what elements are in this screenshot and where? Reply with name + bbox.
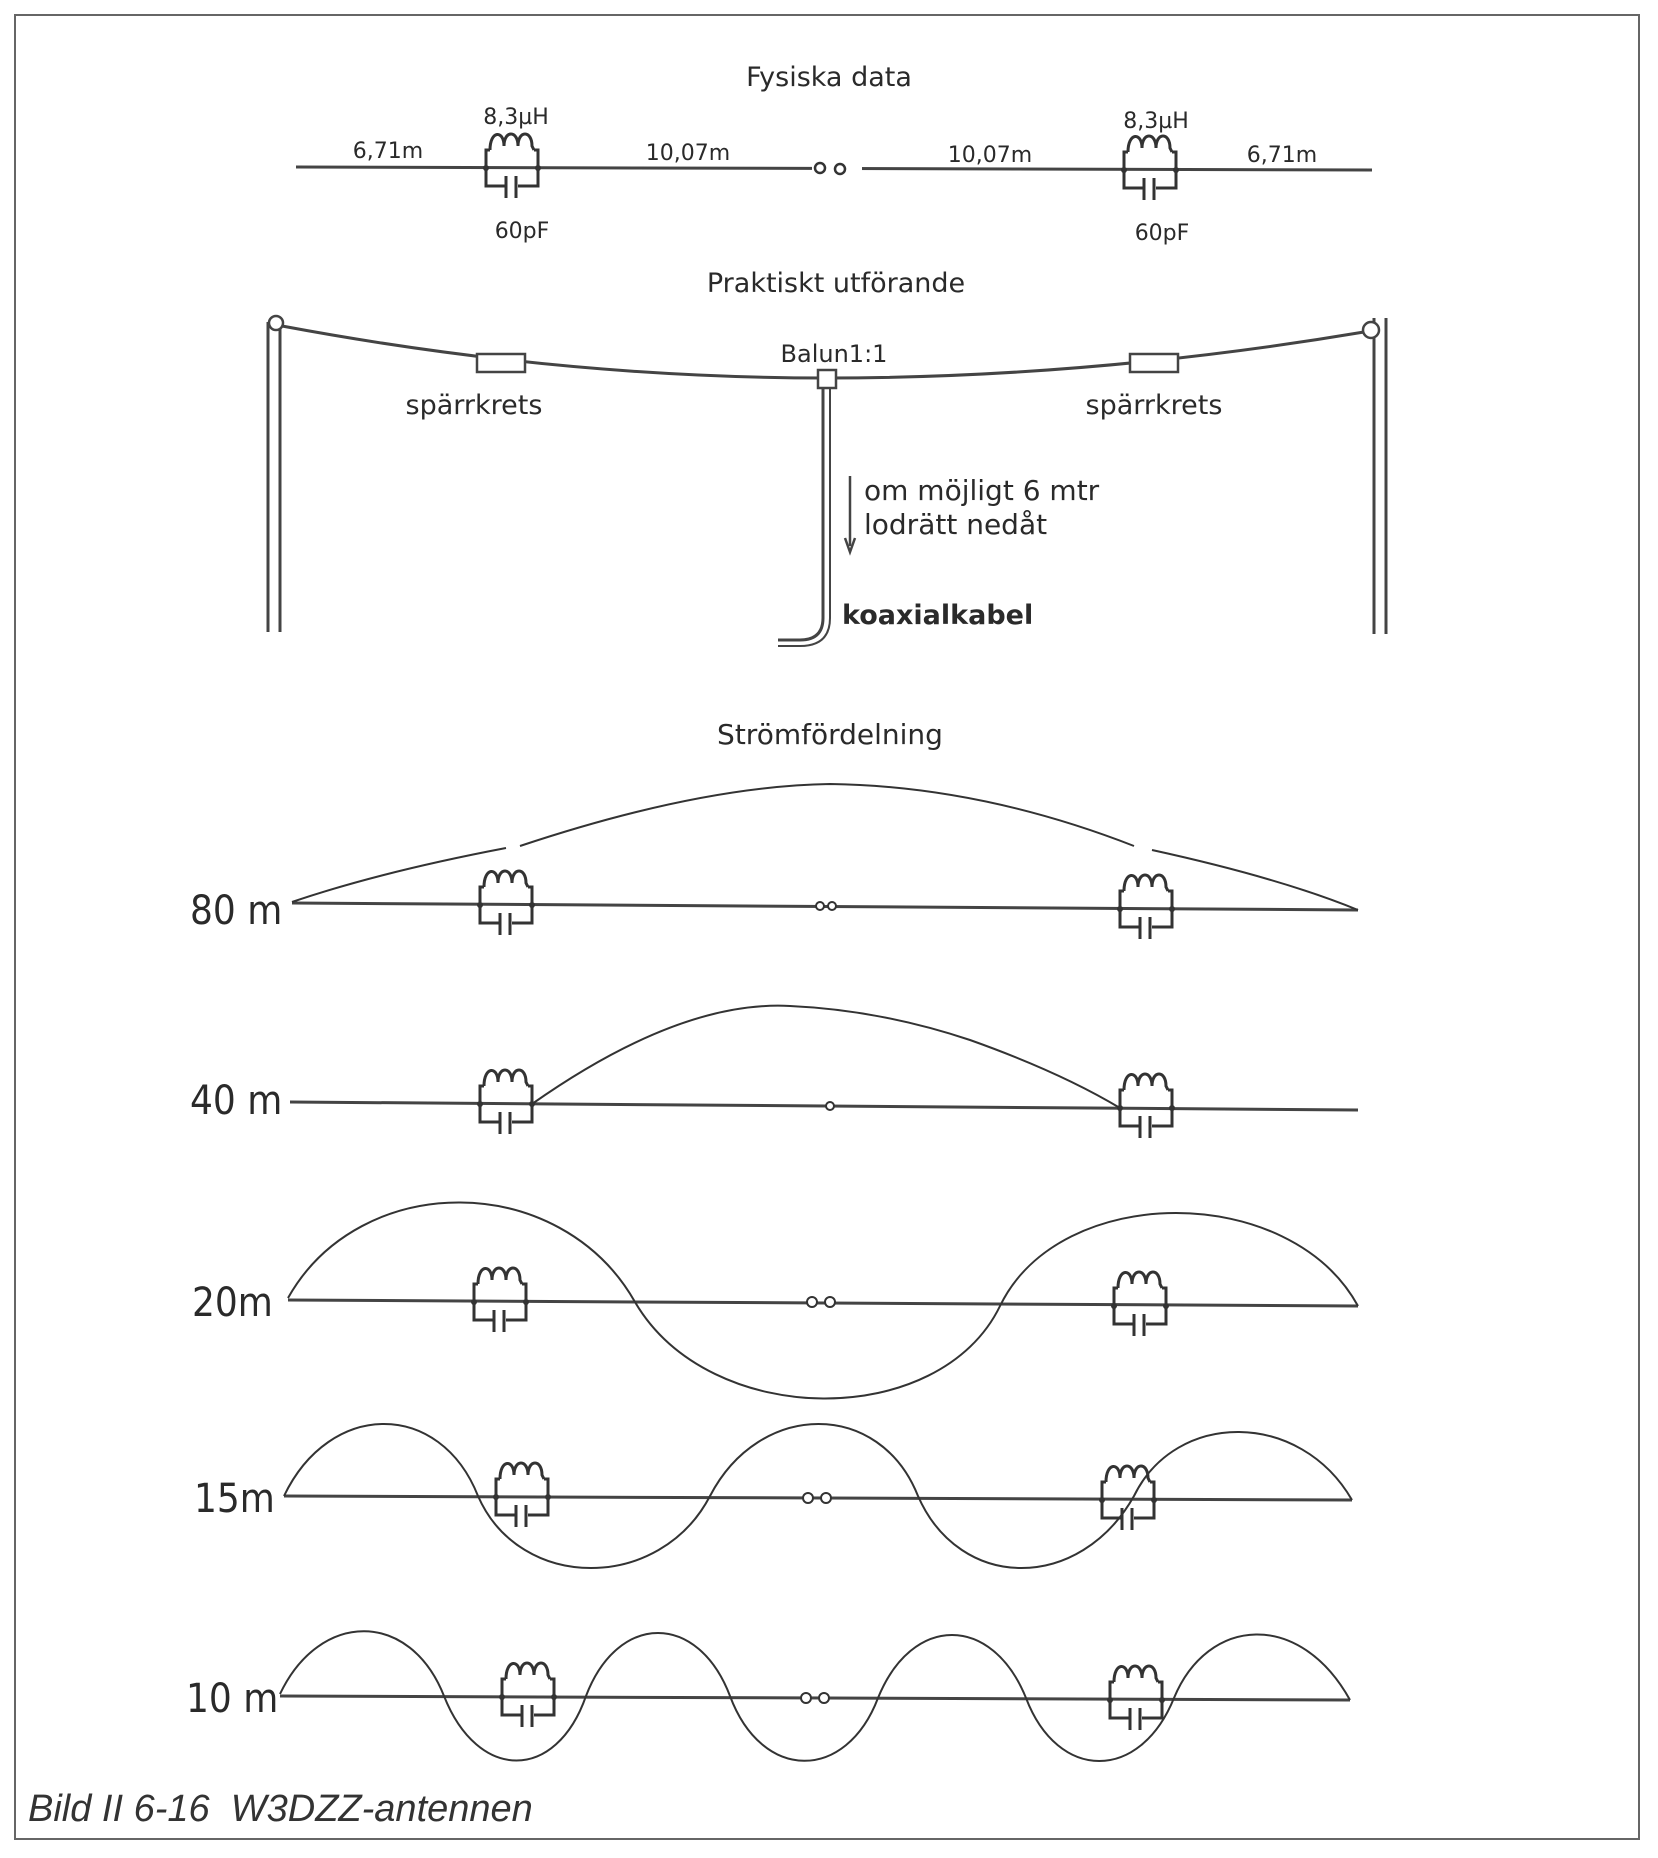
outer-left-length: 6,71m (353, 139, 423, 164)
dipole-wire (289, 1100, 1359, 1112)
figure-caption: Bild II 6-16 W3DZZ-antennen (28, 1788, 533, 1831)
figure-number: Bild II 6-16 (28, 1788, 210, 1830)
current-distribution-section: Strömfördelning 80 m 40 m 20m (186, 718, 1359, 1762)
inner-left-length: 10,07m (646, 141, 730, 166)
band-15m: 15m (194, 1423, 1353, 1569)
balun-label: Balun1:1 (781, 340, 888, 368)
figure-title: W3DZZ-antennen (230, 1788, 533, 1830)
band-label: 15m (194, 1476, 275, 1522)
feed-point-left (813, 161, 827, 175)
insulator-left (267, 314, 285, 332)
trap-right-icon (1115, 1072, 1177, 1140)
trap-left-label: spärrkrets (406, 390, 543, 421)
current-title: Strömfördelning (717, 718, 943, 751)
dipole-wire (287, 1298, 1359, 1308)
coax-cable (778, 388, 825, 642)
practical-title: Praktiskt utförande (707, 268, 965, 299)
band-label: 40 m (190, 1078, 282, 1124)
feed-note-line2: lodrätt nedåt (864, 508, 1047, 541)
physical-data-title: Fysiska data (746, 62, 912, 93)
current-curve (291, 782, 1359, 911)
band-80m: 80 m (190, 782, 1359, 941)
practical-section: Praktiskt utförande spärrkrets spärrkret… (266, 268, 1388, 647)
insulator-right (1361, 320, 1381, 340)
capacitance-right: 60pF (1135, 221, 1190, 246)
trap-left-icon (497, 1661, 559, 1729)
band-10m: 10 m (186, 1630, 1351, 1762)
current-curve (279, 1630, 1351, 1762)
trap-right-label: spärrkrets (1086, 390, 1223, 421)
mast-right (1372, 318, 1388, 634)
mast-left (266, 322, 282, 632)
current-curve (283, 1423, 1353, 1569)
band-40m: 40 m (190, 1004, 1359, 1140)
trap-left-box (475, 352, 527, 374)
current-curve (287, 1201, 1359, 1400)
outer-right-length: 6,71m (1247, 143, 1317, 168)
feed-note-line1: om möjligt 6 mtr (864, 474, 1100, 507)
dipole-wire (291, 901, 1359, 912)
band-label: 10 m (186, 1676, 278, 1722)
band-label: 20m (192, 1280, 273, 1326)
band-label: 80 m (190, 888, 282, 934)
physical-data-section: Fysiska data 6,71m 10,07m 10,07m 6,71m 8… (295, 62, 1373, 246)
current-curve (531, 1004, 1121, 1109)
trap-left-icon (491, 1461, 553, 1529)
band-20m: 20m (192, 1201, 1359, 1400)
dipole-wire (283, 1494, 1353, 1502)
feed-point-right (833, 162, 847, 176)
capacitance-left: 60pF (495, 219, 550, 244)
inductance-left: 8,3µH (483, 105, 549, 130)
figure-frame (14, 14, 1640, 1840)
inner-right-length: 10,07m (948, 143, 1032, 168)
trap-right-box (1128, 352, 1180, 374)
inductance-right: 8,3µH (1123, 109, 1189, 134)
trap-left-icon (481, 132, 543, 200)
balun-box (816, 368, 838, 390)
coax-label: koaxialkabel (842, 600, 1033, 631)
dipole-wire (279, 1694, 1351, 1702)
